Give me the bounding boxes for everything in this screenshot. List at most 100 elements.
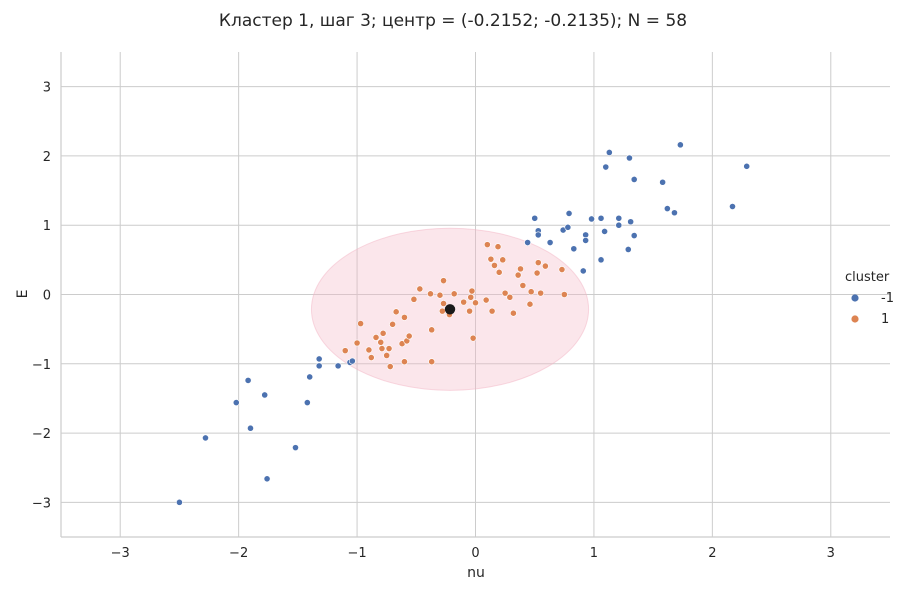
points-layer <box>176 141 751 506</box>
point-cluster-1 <box>509 309 517 317</box>
point-cluster-neg1 <box>531 214 539 222</box>
point-cluster-neg1 <box>615 214 623 222</box>
point-cluster-neg1 <box>306 373 314 381</box>
point-cluster-neg1 <box>626 154 633 162</box>
point-cluster-1 <box>482 296 490 304</box>
point-cluster-1 <box>438 307 446 315</box>
point-cluster-1 <box>468 287 476 295</box>
legend-marker-neg1 <box>851 294 859 302</box>
point-cluster-1 <box>506 293 514 301</box>
x-tick-label: 0 <box>471 546 479 561</box>
legend-title: cluster <box>845 270 890 285</box>
point-cluster-neg1 <box>601 228 608 235</box>
point-cluster-1 <box>372 334 380 341</box>
point-cluster-1 <box>514 271 522 279</box>
point-cluster-neg1 <box>624 246 632 253</box>
point-cluster-neg1 <box>627 218 635 226</box>
point-cluster-1 <box>495 268 503 276</box>
point-cluster-1 <box>560 291 568 298</box>
point-cluster-neg1 <box>315 355 323 363</box>
point-cluster-1 <box>517 265 524 273</box>
x-tick-label: −3 <box>111 546 130 561</box>
point-cluster-1 <box>385 345 393 352</box>
point-cluster-1 <box>440 300 447 307</box>
y-tick-labels: −3 −2 −1 0 1 2 3 <box>32 81 51 512</box>
point-cluster-1 <box>367 354 375 361</box>
point-cluster-1 <box>392 308 400 316</box>
axis-spines <box>60 52 890 538</box>
point-cluster-1 <box>533 269 541 277</box>
point-cluster-1 <box>428 326 436 334</box>
point-cluster-1 <box>428 358 436 366</box>
point-cluster-neg1 <box>729 203 736 210</box>
point-cluster-neg1 <box>663 205 671 212</box>
y-tick-label: −2 <box>32 427 51 442</box>
point-cluster-neg1 <box>303 399 311 406</box>
y-axis-label: E <box>15 290 31 299</box>
x-axis-label: nu <box>467 565 485 581</box>
point-cluster-neg1 <box>232 399 240 406</box>
point-cluster-1 <box>558 266 566 273</box>
x-tick-label: −2 <box>229 546 248 561</box>
y-tick-label: −3 <box>32 496 51 511</box>
point-cluster-1 <box>379 329 387 337</box>
point-cluster-neg1 <box>202 434 209 442</box>
point-cluster-1 <box>488 307 496 315</box>
point-cluster-neg1 <box>263 475 271 483</box>
legend-entry-1: 1 <box>881 312 889 327</box>
point-cluster-neg1 <box>630 232 638 240</box>
point-cluster-neg1 <box>582 237 590 244</box>
point-cluster-1 <box>460 298 468 306</box>
point-cluster-neg1 <box>348 357 356 365</box>
point-cluster-neg1 <box>176 498 183 506</box>
point-cluster-neg1 <box>315 362 323 370</box>
point-cluster-neg1 <box>564 223 572 231</box>
point-cluster-1 <box>541 262 549 270</box>
y-tick-label: 2 <box>43 150 51 165</box>
point-cluster-1 <box>450 290 458 298</box>
point-cluster-neg1 <box>597 256 605 264</box>
point-cluster-1 <box>526 300 534 308</box>
y-tick-label: 1 <box>43 219 51 234</box>
point-cluster-neg1 <box>743 162 751 170</box>
point-cluster-1 <box>427 290 434 298</box>
point-cluster-neg1 <box>261 391 269 399</box>
point-cluster-neg1 <box>247 424 254 432</box>
point-cluster-1 <box>487 255 495 263</box>
point-cluster-neg1 <box>597 214 605 222</box>
point-cluster-1 <box>499 256 507 264</box>
point-cluster-neg1 <box>546 239 554 246</box>
x-tick-label: 3 <box>827 546 835 561</box>
point-cluster-1 <box>467 293 475 301</box>
point-cluster-neg1 <box>292 444 299 452</box>
legend-entry-neg1: -1 <box>881 291 894 306</box>
point-cluster-neg1 <box>659 178 667 186</box>
x-tick-labels: −3 −2 −1 0 1 2 3 <box>111 546 835 561</box>
point-cluster-1 <box>378 345 386 352</box>
y-tick-label: 3 <box>43 81 51 96</box>
point-cluster-1 <box>401 313 408 321</box>
point-cluster-1 <box>357 320 365 327</box>
point-cluster-1 <box>405 332 413 340</box>
x-tick-label: 1 <box>590 546 598 561</box>
point-cluster-neg1 <box>565 210 573 217</box>
grid <box>61 52 890 537</box>
point-cluster-1 <box>341 347 349 355</box>
point-cluster-1 <box>534 259 542 267</box>
point-cluster-1 <box>386 363 394 370</box>
point-cluster-1 <box>365 346 373 354</box>
point-cluster-1 <box>440 277 447 285</box>
point-cluster-1 <box>537 289 545 297</box>
y-tick-label: 0 <box>43 289 51 304</box>
point-cluster-1 <box>491 261 498 269</box>
y-tick-label: −1 <box>32 358 51 373</box>
point-cluster-1 <box>377 338 385 346</box>
legend: cluster -1 1 <box>845 270 894 327</box>
point-cluster-neg1 <box>524 239 532 246</box>
point-cluster-1 <box>501 289 509 297</box>
point-cluster-1 <box>472 299 479 307</box>
point-cluster-neg1 <box>534 231 542 239</box>
point-cluster-1 <box>436 291 444 299</box>
point-cluster-neg1 <box>602 163 610 171</box>
